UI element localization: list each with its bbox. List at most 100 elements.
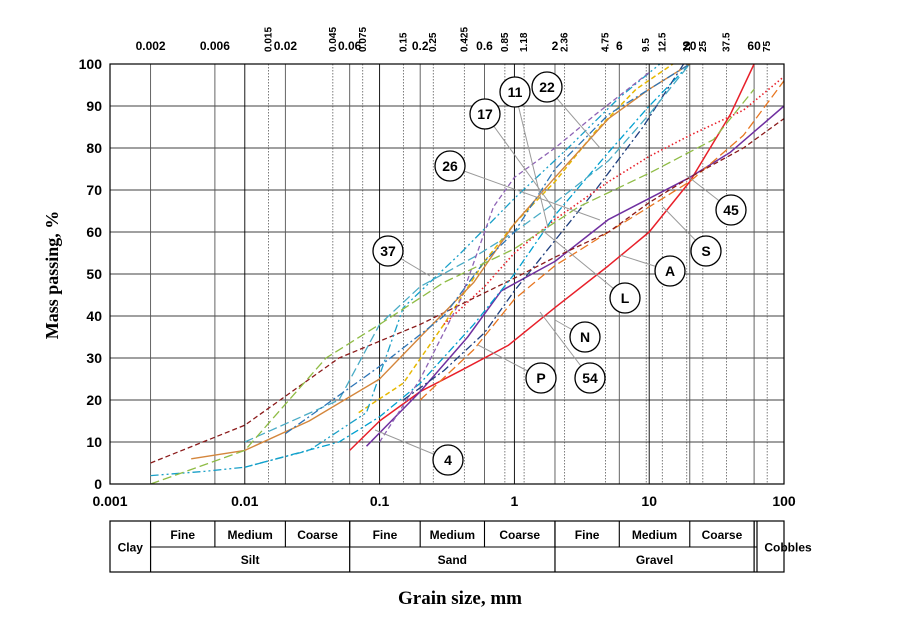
y-tick-label: 50 [86, 266, 102, 282]
series-line-N [402, 63, 685, 401]
x-tick-label: 10 [641, 493, 657, 509]
x-tick-label: 0.01 [231, 493, 258, 509]
series-line-17 [379, 71, 650, 443]
y-axis-title: Mass passing, % [42, 211, 62, 340]
sieve-size-label: 2 [552, 39, 559, 53]
sieve-size-label: 0.006 [200, 39, 230, 53]
series-line-A [419, 80, 785, 401]
series-line-26 [244, 63, 691, 443]
callout-circle [715, 194, 747, 226]
sieve-size-label: 4.75 [601, 32, 612, 52]
series-line-L [358, 63, 674, 414]
y-tick-label: 90 [86, 98, 102, 114]
callout-54: 54 [539, 311, 606, 394]
sieve-size-label: 12.5 [657, 32, 668, 52]
series-line-11 [191, 63, 691, 460]
sieve-size-label: 0.6 [476, 39, 493, 53]
callout-4: 4 [374, 429, 464, 476]
callout-L: L [541, 229, 641, 314]
callout-label: S [701, 243, 710, 259]
callout-A: A [619, 254, 686, 287]
callout-S: S [662, 206, 722, 267]
y-tick-label: 20 [86, 392, 102, 408]
sieve-size-label: 9.5 [641, 38, 652, 52]
sieve-size-label: 60 [747, 39, 761, 53]
callout-label: P [536, 370, 545, 386]
y-tick-label: 40 [86, 308, 102, 324]
callout-circle [531, 71, 563, 103]
sieve-size-label: 0.045 [328, 27, 339, 52]
sieve-size-label: 0.85 [500, 32, 511, 52]
axis-layer: 0 10 20 30 40 50 60 70 80 90 100 0.001 0.01 0.1 1 10 100… [79, 27, 796, 509]
series-line-green [150, 88, 755, 485]
callout-label: N [580, 329, 590, 345]
callout-circle [469, 98, 501, 130]
series-line-37 [150, 63, 661, 477]
callout-N: N [554, 319, 601, 353]
callout-circle [432, 444, 464, 476]
subgroup-label: Medium [227, 528, 272, 542]
sieve-size-label: 0.06 [338, 39, 362, 53]
callout-P: P [477, 344, 557, 394]
callout-label: 22 [539, 79, 555, 95]
callout-label: 4 [444, 452, 452, 468]
subgroup-label: Coarse [499, 528, 540, 542]
sieve-size-label: 6 [616, 39, 623, 53]
callout-label: L [621, 290, 630, 306]
callout-circle [574, 362, 606, 394]
callout-22: 22 [531, 71, 601, 149]
callout-circle [609, 282, 641, 314]
classification-table: Clay Cobbles Silt Fine Medium Coarse Sand Fine M… [109, 520, 812, 573]
y-tick-label: 80 [86, 140, 102, 156]
subgroup-label: Coarse [297, 528, 338, 542]
x-tick-label: 100 [772, 493, 796, 509]
callout-layer: 11 22 17 26 37 45 S A L N P 54 4 [372, 71, 747, 476]
sieve-size-label: 2.36 [560, 32, 571, 52]
callout-17: 17 [469, 98, 557, 213]
sieve-size-label: 37.5 [722, 32, 733, 52]
callout-label: A [665, 263, 675, 279]
sieve-size-label: 0.425 [459, 27, 470, 52]
group-label-gravel: Gravel [636, 553, 673, 567]
callout-circle [372, 235, 404, 267]
series-line-45 [150, 118, 785, 464]
sieve-size-label: 0.15 [398, 32, 409, 52]
callout-leader-line [449, 165, 601, 221]
sieve-size-label: 0.02 [274, 39, 298, 53]
x-tick-label: 0.001 [92, 493, 127, 509]
x-tick-label: 1 [511, 493, 519, 509]
callout-label: 26 [442, 158, 458, 174]
y-tick-label: 10 [86, 434, 102, 450]
callout-leader-line [514, 91, 549, 229]
sieve-size-label: 0.015 [264, 27, 275, 52]
series-line-P [349, 63, 755, 451]
sieve-size-label: 0.2 [412, 39, 429, 53]
cobbles-label: Cobbles [764, 541, 812, 555]
sieve-size-label: 25 [698, 40, 709, 52]
y-tick-label: 60 [86, 224, 102, 240]
callout-26: 26 [434, 150, 601, 221]
plot-frame [109, 63, 785, 485]
sieve-size-label: 0.25 [428, 32, 439, 52]
clay-label: Clay [118, 541, 144, 555]
series-line-4 [244, 63, 691, 468]
callout-circle [690, 235, 722, 267]
subgroup-label: Medium [430, 528, 475, 542]
callout-circle [569, 321, 601, 353]
subgroup-label: Fine [575, 528, 600, 542]
x-axis-title: Grain size, mm [398, 588, 522, 609]
series-layer [150, 63, 785, 485]
x-tick-label: 0.1 [370, 493, 390, 509]
callout-label: 45 [723, 202, 739, 218]
subgroup-label: Fine [373, 528, 398, 542]
callout-label: 11 [508, 84, 523, 100]
callout-label: 17 [477, 106, 493, 122]
callout-label: 54 [582, 370, 598, 386]
sieve-size-label: 1.18 [519, 32, 530, 52]
callout-circle [525, 362, 557, 394]
y-tick-label: 0 [94, 476, 102, 492]
y-tick-label: 70 [86, 182, 102, 198]
callout-37: 37 [372, 235, 431, 277]
sieve-size-label: 75 [762, 40, 773, 52]
